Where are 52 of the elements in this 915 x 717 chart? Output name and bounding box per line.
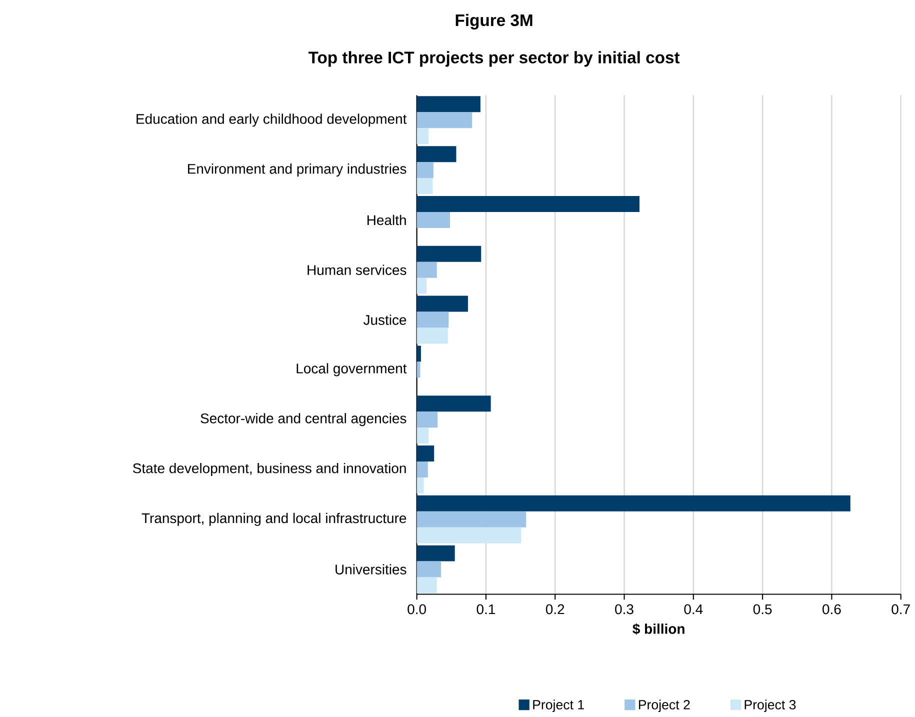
x-tick-label: 0.6 [822,604,841,614]
bar [416,162,434,178]
chart-title: Figure 3M [456,14,532,30]
bar [416,561,442,578]
bar [416,312,449,328]
y-tick-label: Justice [363,314,406,326]
bar [416,328,448,344]
bar [416,262,437,278]
y-tick-label: Environment and primary industries [188,164,406,177]
x-tick-label: 0.5 [753,604,772,614]
legend-label: Project 3 [744,700,796,712]
bar [416,362,420,378]
chart-subtitle: Top three ICT projects per sector by initial cost [308,51,680,67]
bar [416,428,429,444]
bar [416,278,426,294]
y-tick-label: Education and early childhood development [136,114,407,127]
bar [416,528,522,544]
x-tick-label: 0.7 [892,604,910,614]
bar [416,496,850,512]
y-tick-label: State development, business and innovation [133,463,406,476]
bar [416,96,480,112]
x-axis-title: $ billion [632,624,684,635]
x-tick-label: 0.4 [684,604,703,614]
bar [416,577,437,594]
bar [416,178,433,194]
legend-label: Project 2 [638,700,690,712]
bar [416,212,450,228]
bar [416,346,421,362]
x-tick-label: 0.1 [476,604,495,614]
bar [416,146,456,162]
bar [416,546,455,562]
y-tick-label: Local government [296,363,407,376]
x-tick-label: 0.0 [408,604,426,614]
legend-label: Project 1 [533,700,584,712]
bar [416,412,438,428]
y-tick-label: Sector-wide and central agencies [200,413,406,426]
x-tick-label: 0.3 [615,604,634,614]
y-tick-label: Human services [308,264,406,276]
bar [416,462,428,478]
bar [416,296,468,312]
bar [416,128,429,144]
bar [416,512,526,528]
bar [416,112,472,128]
bar [416,446,434,462]
bar [416,396,491,412]
x-tick-label: 0.2 [546,604,564,614]
bar [416,196,640,212]
y-tick-label: Transport, planning and local infrastructure [142,513,406,526]
y-tick-label: Universities [336,564,406,575]
bar [416,246,482,262]
y-tick-label: Health [368,215,406,226]
bar [416,478,424,494]
